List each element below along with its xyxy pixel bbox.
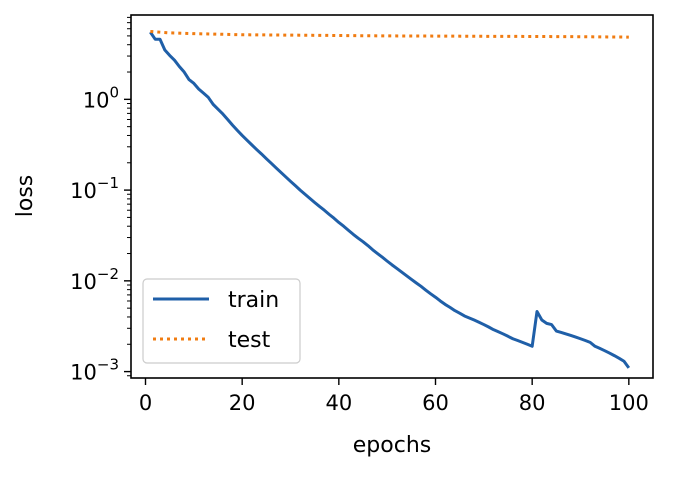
x-tick-label: 80 (519, 391, 546, 415)
plot-frame (130, 14, 654, 379)
plot-series (149, 29, 631, 369)
x-tick-label: 100 (609, 391, 649, 415)
x-tick-label: 60 (422, 391, 449, 415)
series-test-line (150, 29, 629, 39)
legend-train-label: train (228, 288, 279, 313)
legend: train test (142, 278, 301, 364)
y-tick-label: 10−3 (70, 356, 119, 385)
x-tick-label: 0 (139, 391, 152, 415)
x-tick-label: 20 (229, 391, 256, 415)
x-axis-label: epochs (353, 433, 431, 458)
y-tick-label: 100 (83, 83, 119, 112)
y-axis-minor-ticks (127, 16, 131, 377)
legend-test-label: test (228, 328, 271, 353)
x-tick-label: 40 (325, 391, 352, 415)
x-axis: 0 20 40 60 80 100 (139, 378, 649, 415)
y-axis-label: loss (13, 175, 38, 218)
y-tick-label: 10−1 (70, 174, 119, 203)
y-axis: 100 10−1 10−2 10−3 (70, 83, 131, 385)
y-tick-label: 10−2 (70, 265, 119, 294)
series-train-line (149, 31, 631, 369)
